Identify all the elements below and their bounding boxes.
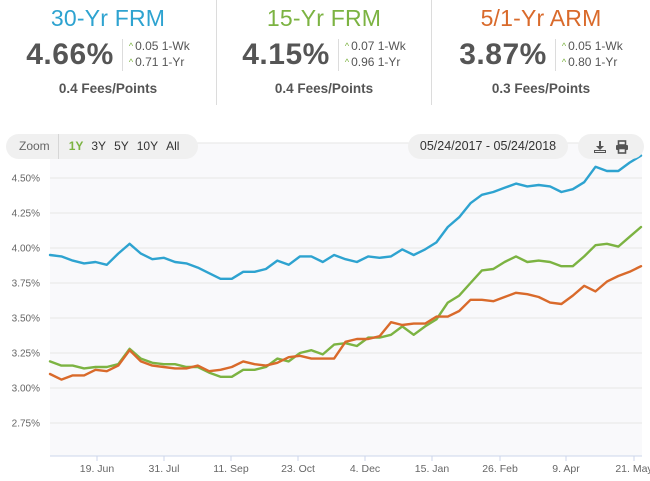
y-axis-label: 4.00%	[12, 244, 40, 255]
rate-card-15yr: 15-Yr FRM 4.15% ^ 0.07 1-Wk ^ 0.96 1-Yr 0.…	[216, 0, 432, 105]
rate-card-arm: 5/1-Yr ARM 3.87% ^ 0.05 1-Wk ^ 0.80 1-Yr 0…	[432, 0, 650, 105]
y-axis-label: 4.50%	[12, 174, 40, 185]
x-axis-label: 21. May	[615, 463, 650, 475]
date-range-picker[interactable]: 05/24/2017 - 05/24/2018	[408, 134, 568, 159]
rate-value: 4.15%	[242, 38, 330, 71]
rate-value: 3.87%	[459, 38, 547, 71]
series-line[interactable]	[48, 225, 643, 378]
caret-up-icon: ^	[344, 41, 350, 51]
rate-value: 4.66%	[26, 38, 114, 71]
rate-summary: 30-Yr FRM 4.66% ^ 0.05 1-Wk ^ 0.71 1-Yr 0.…	[0, 0, 650, 105]
y-axis-label: 4.25%	[12, 209, 40, 220]
series-line[interactable]	[48, 154, 643, 280]
y-axis-label: 3.25%	[12, 349, 40, 360]
caret-up-icon: ^	[561, 57, 567, 67]
rate-card-30yr: 30-Yr FRM 4.66% ^ 0.05 1-Wk ^ 0.71 1-Yr 0.…	[0, 0, 216, 105]
fees-points: 0.4 Fees/Points	[58, 81, 158, 96]
caret-up-icon: ^	[344, 57, 350, 67]
year-change: ^ 0.71 1-Yr	[128, 55, 185, 69]
download-icon[interactable]	[593, 140, 607, 154]
x-axis-label: 4. Dec	[350, 463, 380, 475]
x-axis-label: 26. Feb	[482, 463, 518, 475]
zoom-all-button[interactable]: All	[166, 139, 180, 153]
y-axis-label: 3.75%	[12, 279, 40, 290]
y-axis-label: 3.00%	[12, 384, 40, 395]
y-axis-label: 3.50%	[12, 314, 40, 325]
rate-title: 15-Yr FRM	[266, 5, 382, 31]
caret-up-icon: ^	[128, 57, 134, 67]
zoom-3y-button[interactable]: 3Y	[91, 139, 107, 153]
caret-up-icon: ^	[128, 41, 134, 51]
rate-title: 30-Yr FRM	[50, 5, 166, 31]
print-icon[interactable]	[615, 139, 629, 154]
fees-points: 0.3 Fees/Points	[491, 81, 591, 96]
y-axis-label: 2.75%	[12, 419, 40, 430]
zoom-10y-button[interactable]: 10Y	[136, 139, 159, 153]
x-axis-label: 19. Jun	[80, 463, 115, 475]
zoom-1y-button[interactable]: 1Y	[68, 139, 84, 153]
chart-tools	[578, 134, 644, 159]
fees-points: 0.4 Fees/Points	[274, 81, 374, 96]
zoom-range-selector: Zoom 1Y 3Y 5Y 10Y All	[6, 134, 199, 159]
x-axis-label: 23. Oct	[281, 463, 315, 475]
x-axis-label: 31. Jul	[149, 463, 180, 475]
year-change: ^ 0.80 1-Yr	[561, 55, 618, 69]
year-change: ^ 0.96 1-Yr	[344, 55, 401, 69]
rate-title: 5/1-Yr ARM	[480, 5, 602, 31]
week-change: ^ 0.05 1-Wk	[128, 39, 190, 53]
week-change: ^ 0.07 1-Wk	[344, 39, 406, 53]
x-axis-label: 11. Sep	[213, 463, 249, 475]
series-line[interactable]	[48, 265, 643, 381]
caret-up-icon: ^	[561, 41, 567, 51]
zoom-label: Zoom	[6, 134, 59, 159]
zoom-5y-button[interactable]: 5Y	[114, 139, 129, 153]
week-change: ^ 0.05 1-Wk	[561, 39, 623, 53]
x-axis-label: 9. Apr	[552, 463, 580, 475]
x-axis-label: 15. Jan	[415, 463, 450, 475]
